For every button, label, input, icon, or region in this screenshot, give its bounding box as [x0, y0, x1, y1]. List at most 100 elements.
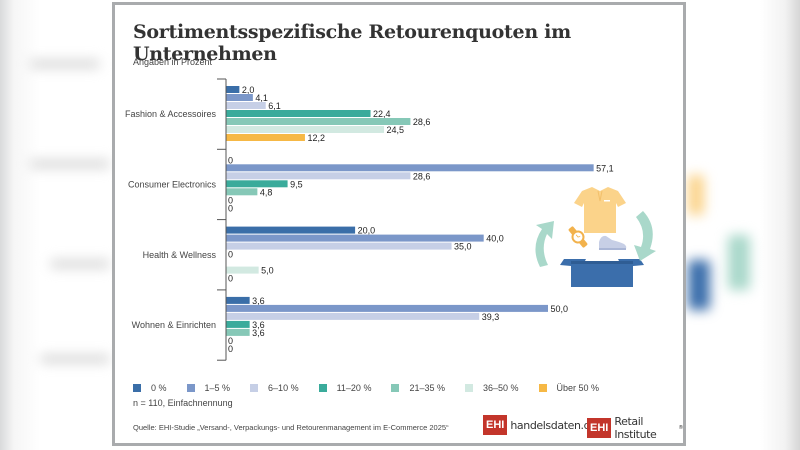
chart-legend: 0 % 1–5 % 6–10 % 11–20 % 21–35 % 36–50 % Über … [133, 383, 619, 393]
data-label: 2,0 [242, 85, 255, 95]
category-label: Consumer Electronics [128, 179, 217, 189]
legend-item: 36–50 % [464, 383, 519, 393]
bar [226, 266, 259, 274]
bar [226, 110, 371, 117]
logo-text: handelsdaten.de [510, 418, 597, 432]
data-label: 0 [228, 250, 233, 260]
bar [226, 226, 356, 234]
legend-label: 6–10 % [268, 383, 299, 393]
bar-chart: Fashion & Accessoires 2,04,16,1 22,4 28,6 24… [125, 78, 614, 361]
data-label: 22,4 [373, 109, 391, 119]
bar [226, 180, 288, 188]
legend-swatch [464, 384, 473, 392]
background-blur-shape [40, 355, 110, 363]
bar [226, 172, 411, 180]
legend-item: 6–10 % [250, 383, 299, 393]
bar [226, 126, 385, 133]
source-note: Quelle: EHI-Studie „Versand-, Verpackung… [133, 423, 449, 432]
chart-subtitle: Angaben in Prozent [133, 57, 213, 67]
bar [226, 312, 480, 320]
data-label: 35,0 [454, 242, 472, 252]
bar [226, 134, 305, 141]
data-label: 0 [228, 195, 233, 205]
category-label: Wohnen & Einrichten [132, 320, 216, 330]
data-label: 9,5 [290, 179, 303, 189]
sneaker-icon [599, 235, 627, 250]
ehi-logo-box: EHI [587, 418, 612, 438]
data-label: 12,2 [307, 133, 325, 143]
legend-label: Über 50 % [556, 383, 600, 393]
data-label: 40,0 [486, 234, 504, 244]
data-label: 0 [228, 155, 233, 165]
bar [226, 118, 411, 125]
data-label: 20,0 [358, 226, 376, 236]
cycle-arrow-left-icon [535, 221, 554, 267]
bar [226, 328, 250, 336]
background-blur-shape [728, 235, 750, 290]
legend-item: 11–20 % [318, 383, 372, 393]
bar [226, 188, 258, 196]
legend-item: 1–5 % [186, 383, 231, 393]
data-label: 3,6 [252, 328, 265, 338]
data-label: 28,6 [413, 171, 431, 181]
legend-swatch [133, 384, 141, 392]
legend-swatch [391, 384, 400, 392]
legend-swatch [250, 384, 259, 392]
data-label: 0 [228, 203, 233, 213]
tshirt-icon [574, 187, 626, 233]
bar [226, 296, 250, 304]
bar [226, 242, 452, 250]
logo-text: Retail Institute [614, 415, 657, 441]
returns-illustration [535, 187, 656, 287]
background-blur-shape [30, 160, 110, 168]
bar [226, 94, 253, 101]
legend-label: 11–20 % [336, 383, 372, 393]
data-label: 0 [228, 274, 233, 284]
data-label: 0 [228, 344, 233, 354]
chart-title: Sortimentsspezifische Retourenquoten im … [133, 21, 571, 65]
legend-label: 0 % [151, 383, 167, 393]
category-label: Fashion & Accessoires [125, 109, 217, 119]
data-label: 4,8 [260, 187, 273, 197]
data-label: 4,1 [255, 93, 268, 103]
legend-item: 0 % [133, 383, 167, 393]
chart-card: Sortimentsspezifische Retourenquoten im … [112, 2, 686, 446]
data-label: 3,6 [252, 296, 265, 306]
registered-mark: ® [678, 425, 683, 431]
bar [226, 86, 240, 93]
data-label: 3,6 [252, 320, 265, 330]
box-icon [560, 259, 644, 287]
legend-swatch [186, 384, 195, 392]
data-label: 0 [228, 336, 233, 346]
legend-label: 21–35 % [409, 383, 445, 393]
bar [226, 304, 548, 312]
background-blur-shape [688, 175, 704, 215]
data-label: 6,1 [268, 101, 281, 111]
category-label: Health & Wellness [143, 250, 217, 260]
data-label: 24,5 [387, 125, 405, 135]
bar [226, 164, 594, 172]
bar [226, 102, 266, 109]
background-blur-shape [30, 60, 100, 68]
legend-swatch [538, 384, 547, 392]
cycle-arrow-right-icon [634, 211, 656, 261]
bar [226, 234, 484, 242]
background-blur-shape [688, 260, 710, 310]
watch-icon [568, 226, 588, 248]
sample-note: n = 110, Einfachnennung [133, 398, 233, 408]
bar [226, 320, 250, 328]
legend-label: 36–50 % [482, 383, 519, 393]
logo-handelsdaten[interactable]: EHI handelsdaten.de [483, 415, 597, 435]
data-label: 57,1 [596, 163, 614, 173]
legend-item: Über 50 % [538, 383, 600, 393]
data-label: 5,0 [261, 266, 274, 276]
legend-swatch [318, 384, 327, 392]
data-label: 28,6 [413, 117, 431, 127]
data-label: 39,3 [482, 312, 500, 322]
data-label: 50,0 [551, 304, 569, 314]
background-blur-shape [50, 260, 110, 268]
legend-item: 21–35 % [391, 383, 445, 393]
ehi-logo-box: EHI [483, 415, 508, 435]
legend-label: 1–5 % [204, 383, 231, 393]
logo-retail-institute[interactable]: EHI Retail Institute ® [587, 415, 683, 441]
